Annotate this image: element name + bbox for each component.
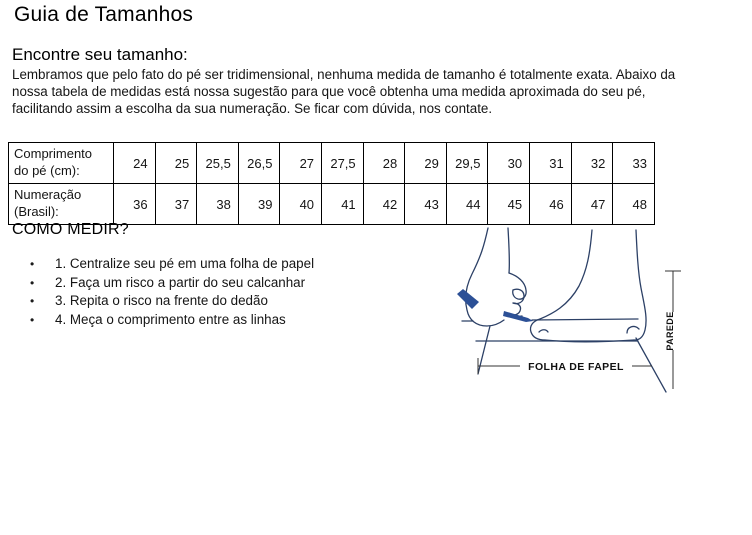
find-size-heading: Encontre seu tamanho: xyxy=(12,45,188,64)
bullet-icon: • xyxy=(30,275,35,290)
how-to-step-text: 4. Meça o comprimento entre as linhas xyxy=(55,311,286,327)
size-table-cell: 27,5 xyxy=(321,142,364,184)
how-to-heading: COMO MEDIR? xyxy=(12,221,129,238)
size-table-row: Numeração (Brasil): 36 37 38 39 40 41 42 43 44 45 4… xyxy=(8,183,655,225)
how-to-steps: • 1. Centralize seu pé em uma folha de pa… xyxy=(30,255,314,329)
size-table-cell: 30 xyxy=(487,142,531,184)
size-table-cell: 27 xyxy=(279,142,323,184)
size-table-cell: 37 xyxy=(154,183,198,225)
size-table-cell: 28 xyxy=(362,142,406,184)
bullet-icon: • xyxy=(30,312,35,327)
how-to-step-text: 1. Centralize seu pé em uma folha de pap… xyxy=(55,256,315,271)
size-table-cell: 26,5 xyxy=(237,142,281,184)
size-table-row: Comprimento do pé (cm): 24 25 25,5 26,5 27 27,… xyxy=(8,142,655,184)
size-table: Comprimento do pé (cm): 24 25 25,5 26,5 27 27,… xyxy=(8,142,655,225)
size-table-cell: 47 xyxy=(570,183,614,225)
size-table-cell: 44 xyxy=(445,183,489,225)
wall-dimension-label: PAREDE xyxy=(665,311,675,350)
size-table-cell: 46 xyxy=(529,183,572,225)
size-table-cell: 39 xyxy=(237,183,281,225)
how-to-step: • 2. Faça um risco a partir do seu calcan… xyxy=(30,274,314,293)
how-to-step: • 4. Meça o comprimento entre as linhas xyxy=(30,311,314,330)
size-table-cell: 45 xyxy=(487,183,531,225)
size-table-cell: 32 xyxy=(570,142,614,184)
size-table-cell: 29,5 xyxy=(445,142,489,184)
how-to-step-text: 3. Repita o risco na frente do dedão xyxy=(55,293,268,309)
bullet-icon: • xyxy=(30,294,35,309)
size-table-cell: 36 xyxy=(113,183,156,225)
foot-measuring-diagram: FOLHA DE FAPEL PAREDE xyxy=(440,226,752,396)
how-to-step: • 3. Repita o risco na frente do dedão xyxy=(30,292,314,311)
size-table-row-label: Numeração (Brasil): xyxy=(8,183,114,225)
paper-dimension-label: FOLHA DE FAPEL xyxy=(528,361,624,373)
size-table-cell: 43 xyxy=(404,183,447,225)
size-table-cell: 48 xyxy=(612,183,655,225)
how-to-step: • 1. Centralize seu pé em uma folha de pa… xyxy=(30,255,314,274)
page-title: Guia de Tamanhos xyxy=(14,3,194,26)
size-table-cell: 25 xyxy=(154,142,198,184)
size-table-row-label: Comprimento do pé (cm): xyxy=(8,142,114,184)
size-table-cell: 41 xyxy=(321,183,364,225)
size-table-cell: 29 xyxy=(404,142,447,184)
size-table-cell: 31 xyxy=(529,142,572,184)
dimension-lines xyxy=(477,270,681,389)
size-table-cell: 38 xyxy=(196,183,239,225)
size-table-cell: 40 xyxy=(279,183,323,225)
how-to-step-text: 2. Faça um risco a partir do seu calcanh… xyxy=(55,274,306,290)
foot-measuring-illustration: FOLHA DE FAPEL PAREDE xyxy=(457,227,681,393)
size-table-cell: 25,5 xyxy=(196,142,239,184)
bullet-icon: • xyxy=(30,257,35,271)
size-table-cell: 24 xyxy=(113,142,156,184)
size-table-cell: 42 xyxy=(362,183,406,225)
find-size-description: Lembramos que pelo fato do pé ser tridim… xyxy=(12,67,676,116)
size-table-cell: 33 xyxy=(612,142,655,184)
pen-icon xyxy=(457,289,533,322)
